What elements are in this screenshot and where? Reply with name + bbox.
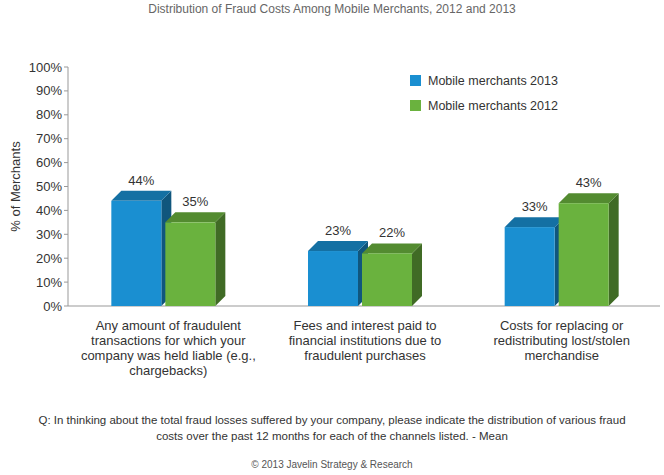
x-tick-label-line: Any amount of fraudulent	[96, 318, 242, 333]
y-tick	[64, 138, 68, 139]
copyright: © 2013 Javelin Strategy & Research	[251, 459, 412, 470]
data-label: 22%	[379, 225, 405, 240]
y-tick-label: 80%	[36, 107, 62, 122]
y-tick	[64, 186, 68, 187]
bar	[308, 251, 358, 306]
y-tick	[64, 67, 68, 68]
y-tick	[64, 282, 68, 283]
x-tick-label-line: financial institutions due to	[289, 333, 441, 348]
bar-top	[362, 243, 422, 253]
y-axis-label: % of Merchants	[8, 141, 23, 232]
bar-side	[215, 212, 225, 306]
footnote-line: costs over the past 12 months for each o…	[156, 430, 508, 442]
x-tick-label: Any amount of fraudulenttransactions for…	[81, 318, 256, 378]
data-label: 44%	[128, 173, 154, 188]
bar	[165, 222, 215, 306]
bar	[505, 227, 555, 306]
footnote: Q: In thinking about the total fraud los…	[38, 414, 625, 442]
bar	[111, 201, 161, 306]
x-tick-label: Fees and interest paid tofinancial insti…	[289, 318, 441, 363]
footnote-line: Q: In thinking about the total fraud los…	[38, 414, 625, 426]
y-tick-label: 0%	[43, 299, 62, 314]
chart: Distribution of Fraud Costs Among Mobile…	[0, 0, 664, 475]
y-tick	[64, 114, 68, 115]
y-tick-label: 40%	[36, 203, 62, 218]
legend-label: Mobile merchants 2012	[428, 99, 558, 113]
x-tick-label-line: fraudulent purchases	[304, 348, 426, 363]
x-tick-label-line: Costs for replacing or	[500, 318, 624, 333]
y-tick-label: 60%	[36, 155, 62, 170]
y-tick-label: 30%	[36, 227, 62, 242]
bars	[111, 191, 618, 306]
y-tick	[64, 210, 68, 211]
y-tick-label: 10%	[36, 275, 62, 290]
legend-swatch	[410, 100, 421, 111]
x-tick-label: Costs for replacing orredistributing los…	[493, 318, 630, 363]
y-axis	[68, 67, 69, 306]
bar-top	[505, 217, 565, 227]
bar-top	[559, 193, 619, 203]
y-tick	[64, 234, 68, 235]
x-tick-label-line: transactions for which your	[91, 333, 246, 348]
x-tick-label-line: chargebacks)	[129, 363, 207, 378]
data-label: 23%	[325, 223, 351, 238]
bar-side	[412, 243, 422, 306]
x-tick-label-line: merchandise	[524, 348, 598, 363]
y-tick-label: 100%	[29, 60, 63, 75]
x-tick-label-line: Fees and interest paid to	[293, 318, 436, 333]
y-tick-label: 70%	[36, 131, 62, 146]
y-tick	[64, 162, 68, 163]
y-tick-label: 50%	[36, 179, 62, 194]
bar-top	[111, 191, 171, 201]
bar	[559, 203, 609, 306]
data-label: 33%	[522, 199, 548, 214]
bar-top	[165, 212, 225, 222]
data-label: 43%	[576, 175, 602, 190]
data-label: 35%	[182, 194, 208, 209]
title: Distribution of Fraud Costs Among Mobile…	[148, 2, 516, 16]
x-tick-label-line: company was held liable (e.g.,	[81, 348, 256, 363]
legend-label: Mobile merchants 2013	[428, 74, 558, 88]
x-tick-label-line: redistributing lost/stolen	[493, 333, 630, 348]
legend-swatch	[410, 75, 421, 86]
y-tick	[64, 306, 68, 307]
bar	[362, 253, 412, 306]
y-tick	[64, 258, 68, 259]
bar-top	[308, 241, 368, 251]
y-tick-label: 90%	[36, 83, 62, 98]
bar-side	[609, 193, 619, 306]
y-tick-label: 20%	[36, 251, 62, 266]
y-tick	[64, 90, 68, 91]
